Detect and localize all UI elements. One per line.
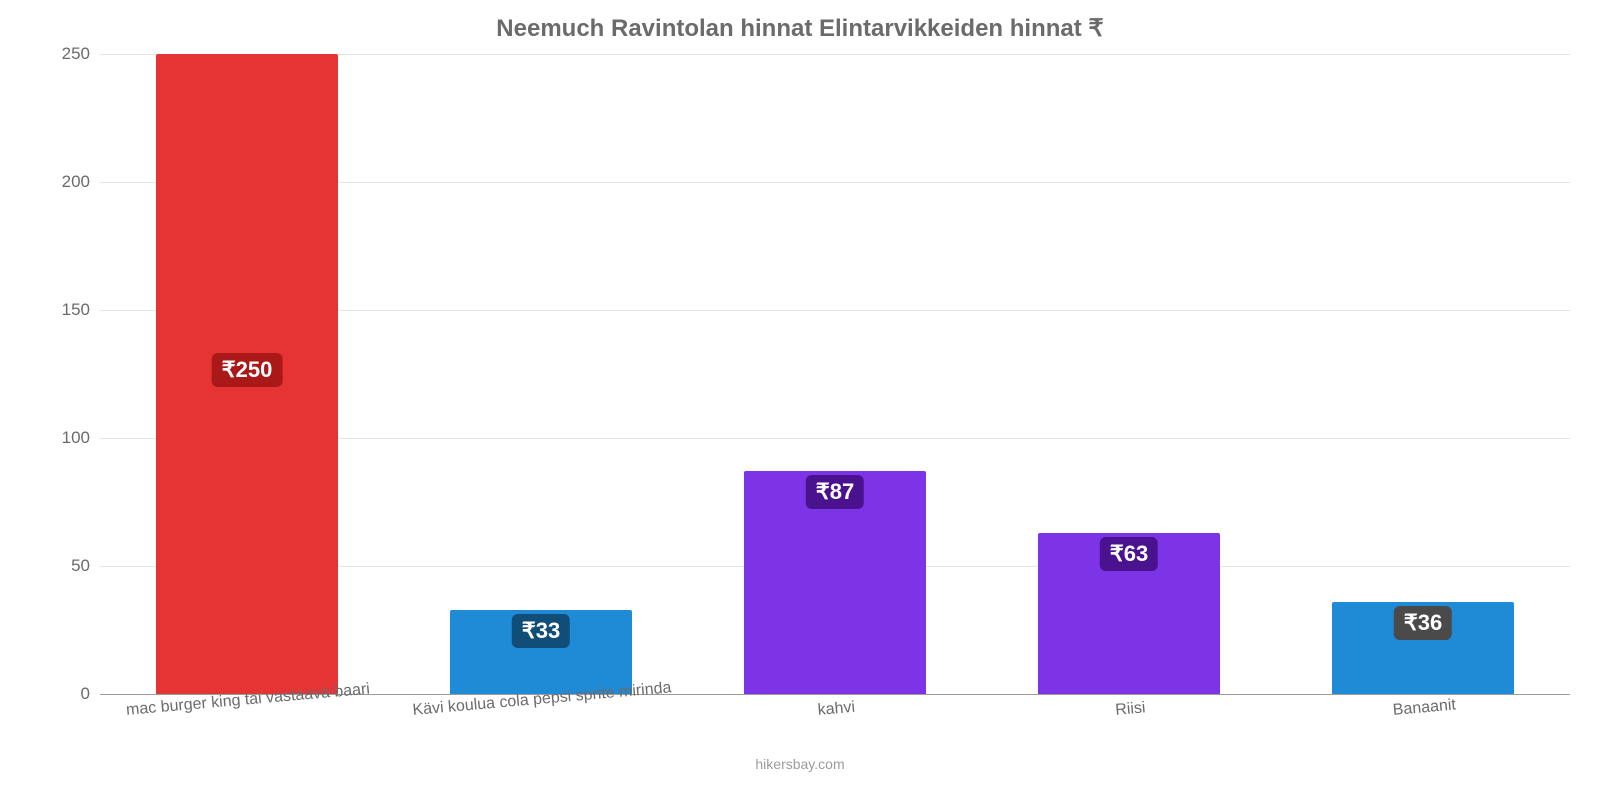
y-tick-label: 150: [62, 300, 100, 320]
value-badge: ₹33: [512, 614, 570, 648]
value-badge: ₹36: [1394, 606, 1452, 640]
chart-title: Neemuch Ravintolan hinnat Elintarvikkeid…: [0, 14, 1600, 43]
y-tick-label: 100: [62, 428, 100, 448]
chart-credit: hikersbay.com: [0, 756, 1600, 772]
x-tick-label: kahvi: [816, 691, 855, 720]
x-tick-label: Riisi: [1114, 691, 1146, 720]
chart-container: Neemuch Ravintolan hinnat Elintarvikkeid…: [0, 0, 1600, 800]
y-tick-label: 250: [62, 44, 100, 64]
value-badge: ₹63: [1100, 537, 1158, 571]
value-badge: ₹87: [806, 475, 864, 509]
x-tick-label: Banaanit: [1391, 688, 1456, 719]
y-tick-label: 0: [81, 684, 100, 704]
plot-area: 050100150200250₹250mac burger king tai v…: [100, 54, 1570, 694]
y-tick-label: 200: [62, 172, 100, 192]
value-badge: ₹250: [212, 353, 283, 387]
y-tick-label: 50: [71, 556, 100, 576]
